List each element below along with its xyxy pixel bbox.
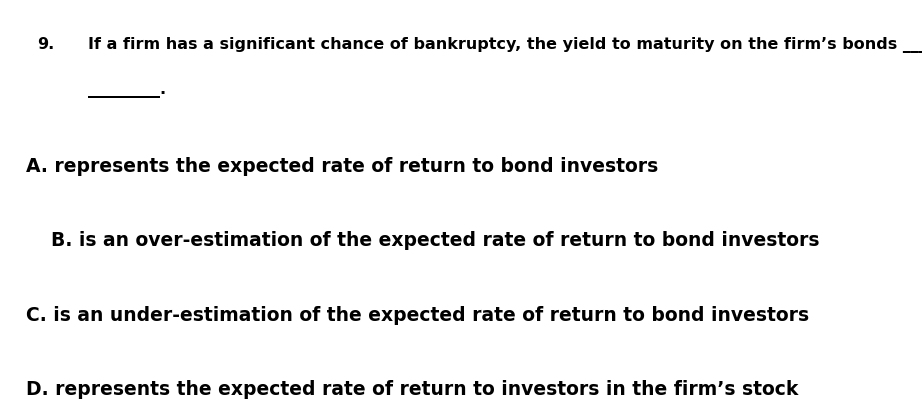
Text: D. represents the expected rate of return to investors in the firm’s stock: D. represents the expected rate of retur… (26, 380, 798, 399)
Text: B. is an over-estimation of the expected rate of return to bond investors: B. is an over-estimation of the expected… (51, 231, 820, 250)
Text: C. is an under-estimation of the expected rate of return to bond investors: C. is an under-estimation of the expecte… (26, 306, 809, 325)
Text: A. represents the expected rate of return to bond investors: A. represents the expected rate of retur… (26, 157, 658, 176)
Text: 9.: 9. (37, 37, 54, 52)
Text: _________.: _________. (88, 83, 166, 97)
Text: If a firm has a significant chance of bankruptcy, the yield to maturity on the f: If a firm has a significant chance of ba… (88, 37, 922, 53)
